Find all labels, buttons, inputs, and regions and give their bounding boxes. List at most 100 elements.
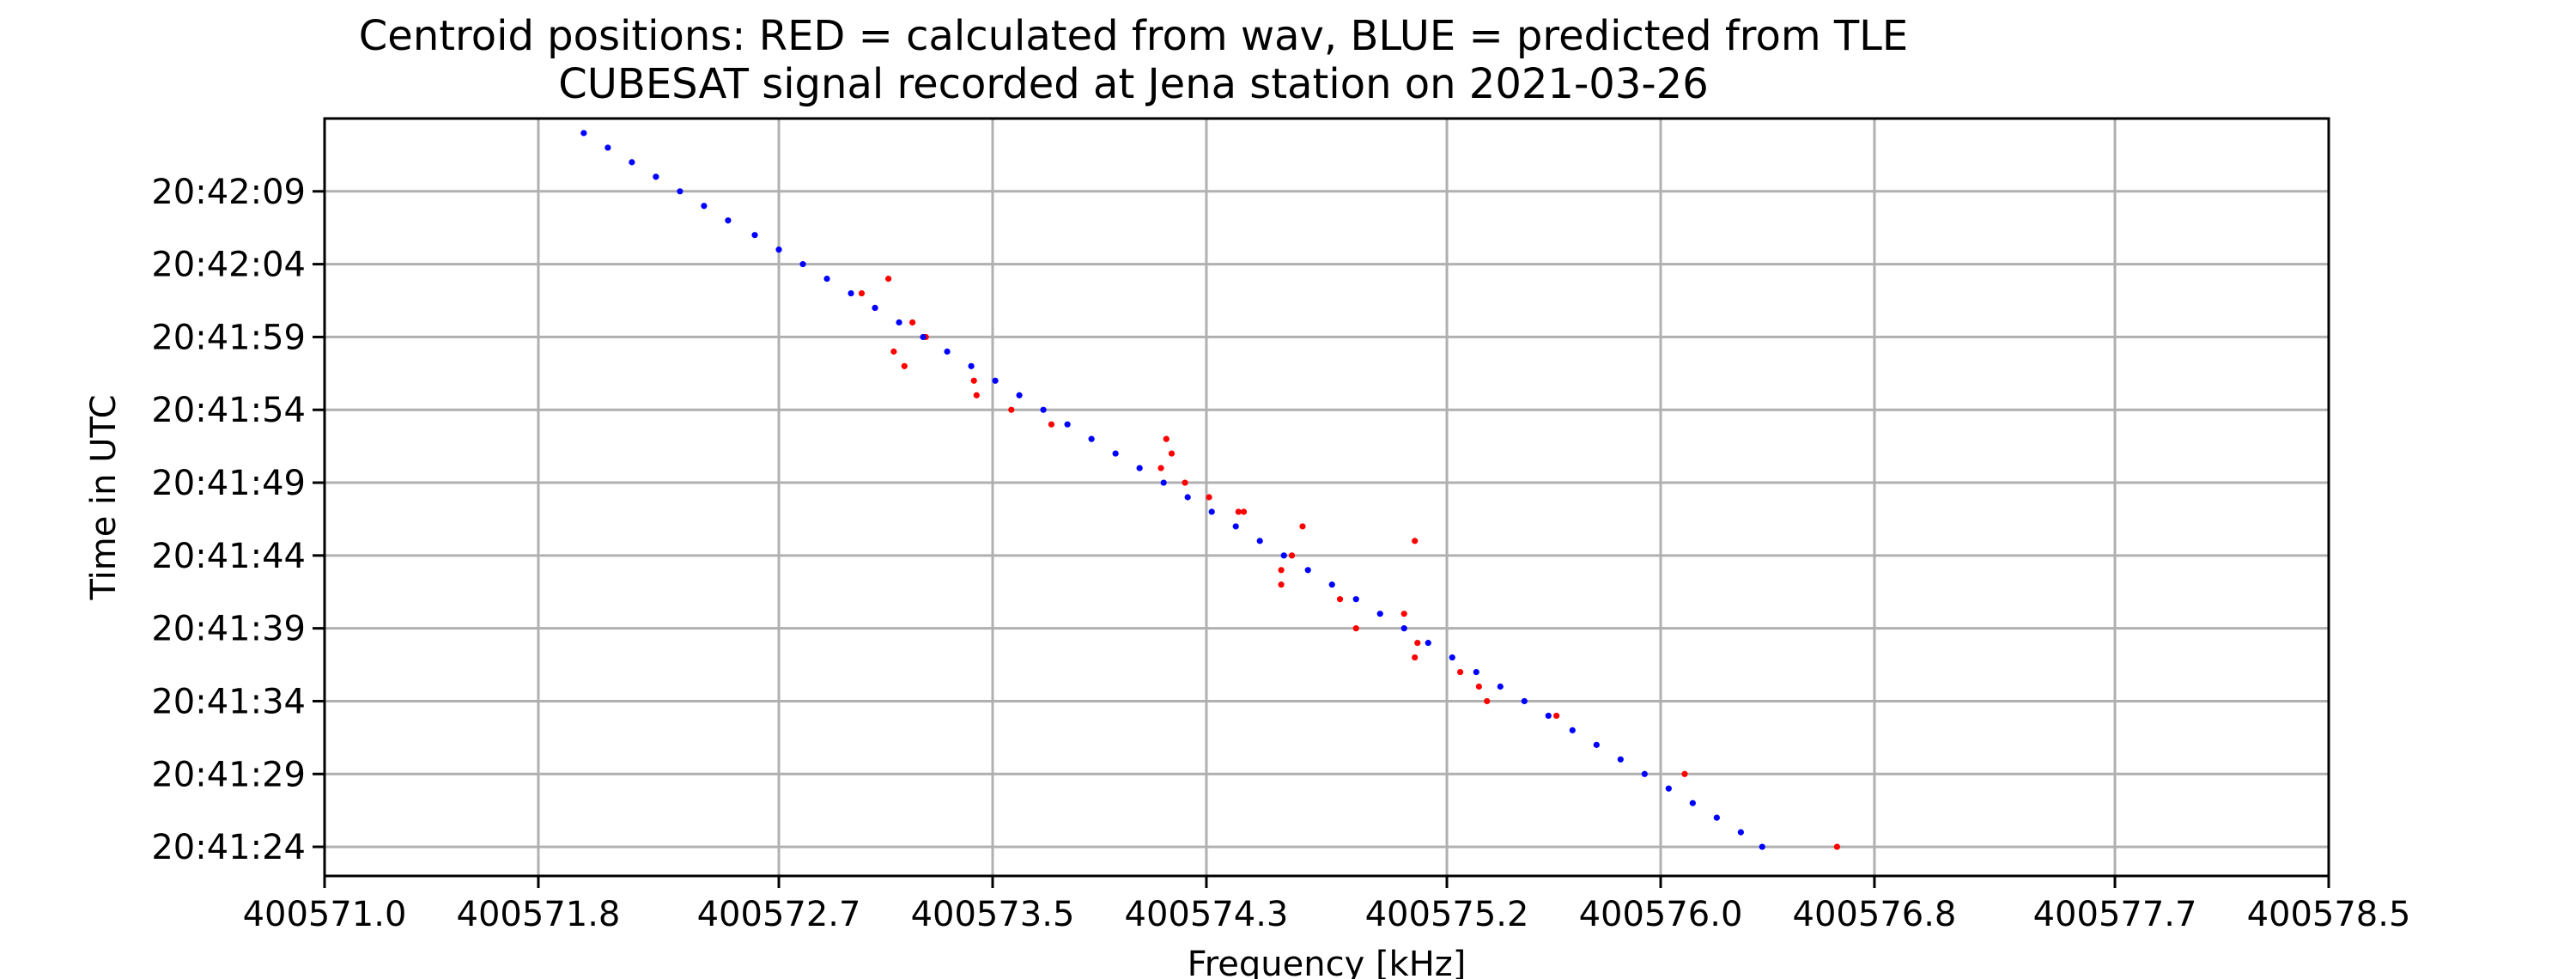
red-point	[1288, 552, 1296, 559]
x-tick-label: 400576.8	[1793, 895, 1957, 934]
x-axis-ticks: 400571.0 400571.8 400572.7 400573.5 400574.3…	[243, 876, 2410, 934]
blue-point	[701, 203, 708, 210]
red-point	[1157, 465, 1164, 471]
x-gridlines	[323, 119, 2330, 876]
blue-point	[580, 130, 587, 137]
blue-point	[1665, 785, 1672, 792]
blue-point	[629, 159, 635, 166]
blue-point	[1737, 829, 1744, 836]
blue-point	[1473, 668, 1479, 676]
red-point	[1163, 435, 1170, 442]
red-point	[1235, 508, 1242, 515]
red-point	[858, 289, 866, 297]
blue-point	[1064, 421, 1071, 428]
blue-point	[1593, 741, 1600, 748]
red-point	[1414, 640, 1421, 647]
blue-point	[1376, 611, 1383, 617]
blue-point	[653, 173, 659, 180]
blue-point	[1256, 538, 1263, 544]
blue-point	[896, 319, 902, 326]
y-gridlines	[325, 190, 2329, 848]
blue-point	[1569, 727, 1576, 733]
blue-point	[1232, 523, 1239, 530]
blue-point	[1208, 508, 1215, 515]
red-point	[1240, 508, 1248, 515]
x-tick-label: 400572.7	[697, 895, 861, 934]
red-point	[1352, 625, 1359, 632]
red-point	[1206, 494, 1212, 501]
blue-point	[1449, 654, 1455, 661]
red-point	[885, 275, 892, 283]
y-tick-label: 20:42:04	[151, 246, 306, 285]
blue-point	[775, 246, 782, 253]
blue-point	[725, 217, 732, 224]
x-tick-label: 400571.0	[243, 895, 407, 934]
y-tick-label: 20:42:09	[151, 173, 306, 212]
blue-point	[1280, 552, 1287, 559]
blue-point	[1617, 756, 1624, 763]
red-point	[1168, 450, 1176, 457]
red-point	[1299, 523, 1306, 530]
x-tick-label: 400573.5	[911, 895, 1075, 934]
y-axis-label: Time in UTC	[84, 394, 124, 600]
red-point	[901, 362, 908, 369]
red-point	[1278, 581, 1285, 588]
blue-point	[1112, 450, 1119, 457]
x-tick-label: 400575.2	[1365, 895, 1529, 934]
y-tick-label: 20:41:54	[151, 391, 306, 430]
blue-point	[944, 348, 951, 355]
y-tick-label: 20:41:59	[151, 318, 306, 357]
blue-point	[1425, 640, 1431, 647]
red-series	[858, 275, 1840, 850]
chart-title: Centroid positions: RED = calculated fro…	[359, 12, 1908, 60]
y-axis-ticks: 20:41:24 20:41:29 20:41:34 20:41:39 20:41:44…	[151, 173, 325, 867]
x-tick-label: 400577.7	[2033, 895, 2197, 934]
red-point	[909, 319, 916, 326]
blue-point	[677, 188, 683, 195]
red-point	[1182, 479, 1188, 486]
red-point	[1412, 538, 1419, 544]
red-point	[970, 377, 977, 384]
plot-frame	[323, 117, 2330, 878]
blue-point	[1497, 683, 1504, 690]
red-point	[1278, 567, 1285, 574]
blue-point	[1352, 596, 1359, 603]
y-tick-label: 20:41:49	[151, 464, 306, 503]
blue-point	[605, 144, 611, 151]
blue-series	[580, 130, 1765, 850]
red-point	[890, 348, 897, 355]
blue-point	[1759, 843, 1765, 850]
x-tick-label: 400571.8	[457, 895, 621, 934]
y-tick-label: 20:41:44	[151, 537, 306, 576]
y-tick-label: 20:41:39	[151, 610, 306, 649]
red-point	[1008, 406, 1015, 413]
blue-point	[1689, 800, 1696, 806]
red-point	[1457, 668, 1464, 676]
blue-point	[1304, 567, 1311, 574]
blue-point	[823, 275, 830, 283]
red-point	[1484, 697, 1491, 705]
red-point	[1681, 770, 1688, 777]
red-point	[1553, 712, 1560, 720]
blue-point	[799, 261, 806, 268]
blue-point	[968, 362, 975, 369]
red-point	[1475, 683, 1482, 690]
blue-point	[1136, 465, 1143, 471]
blue-point	[848, 289, 854, 297]
blue-point	[1016, 392, 1023, 398]
blue-point	[1040, 406, 1047, 413]
red-point	[1336, 596, 1344, 603]
blue-point	[1545, 712, 1552, 720]
blue-point	[1184, 494, 1191, 501]
red-point	[1833, 843, 1840, 850]
x-tick-label: 400574.3	[1125, 895, 1289, 934]
red-point	[1412, 654, 1419, 661]
red-point	[1048, 421, 1055, 428]
y-tick-label: 20:41:29	[151, 755, 306, 794]
y-tick-label: 20:41:34	[151, 682, 306, 721]
blue-point	[751, 232, 758, 239]
blue-point	[1713, 814, 1720, 821]
red-point	[973, 392, 980, 398]
y-tick-label: 20:41:24	[151, 828, 306, 867]
